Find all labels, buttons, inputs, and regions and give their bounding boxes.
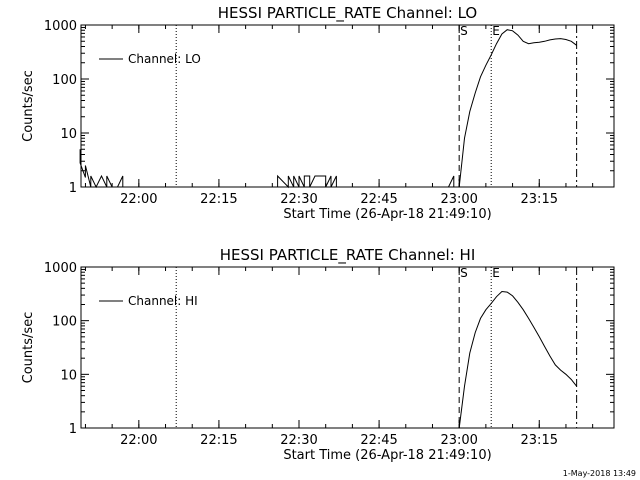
panel-1-y-tick-label: 1 bbox=[69, 181, 77, 196]
panel-2-plot-frame bbox=[80, 266, 615, 429]
panel-1-y-tick-label: 10 bbox=[60, 127, 77, 142]
panel-2-x-tick-label: 22:45 bbox=[360, 433, 397, 448]
panel-1-plot-frame bbox=[80, 24, 615, 188]
panel-1-marker-label: S bbox=[460, 24, 468, 38]
panel-2-x-tick-label: 22:30 bbox=[280, 433, 317, 448]
panel-1-series-line bbox=[79, 29, 577, 189]
panel-2-x-tick-label: 23:00 bbox=[440, 433, 477, 448]
panel-1-x-axis-label: Start Time (26-Apr-18 21:49:10) bbox=[283, 207, 491, 222]
panel-2-x-tick-label: 22:15 bbox=[200, 433, 237, 448]
panel-2-series-line bbox=[458, 290, 577, 429]
panel-1-marker-label: E bbox=[492, 24, 500, 38]
panel-2-x-axis-label: Start Time (26-Apr-18 21:49:10) bbox=[283, 448, 491, 463]
panel-2-y-tick-label: 1000 bbox=[44, 261, 77, 276]
panel-2-y-tick-label: 100 bbox=[52, 315, 77, 330]
panel-1-legend-label: Channel: LO bbox=[128, 52, 201, 66]
panel-1-x-tick-label: 22:45 bbox=[360, 192, 397, 207]
footer-timestamp: 1-May-2018 13:49 bbox=[562, 469, 636, 478]
panel-1-x-tick-label: 22:30 bbox=[280, 192, 317, 207]
panel-2-x-tick-label: 23:15 bbox=[521, 433, 558, 448]
panel-2-marker-label: S bbox=[460, 266, 468, 280]
panel-1-y-axis-label: Counts/sec bbox=[21, 70, 36, 142]
panel-1-x-tick-label: 22:00 bbox=[120, 192, 157, 207]
panel-1-x-tick-label: 23:00 bbox=[440, 192, 477, 207]
panel-2-y-axis-label: Counts/sec bbox=[21, 312, 36, 384]
panel-2-title: HESSI PARTICLE_RATE Channel: HI bbox=[220, 246, 476, 265]
panel-1-y-tick-label: 100 bbox=[52, 73, 77, 88]
panel-1-y-tick-label: 1000 bbox=[44, 19, 77, 34]
panel-1-x-tick-label: 23:15 bbox=[521, 192, 558, 207]
panel-1-x-tick-label: 22:15 bbox=[200, 192, 237, 207]
panel-1-title: HESSI PARTICLE_RATE Channel: LO bbox=[218, 4, 477, 23]
panel-2-marker-label: E bbox=[492, 266, 500, 280]
panel-2-legend-label: Channel: HI bbox=[128, 294, 198, 308]
panel-2-x-tick-label: 22:00 bbox=[120, 433, 157, 448]
panel-2-y-tick-label: 1 bbox=[69, 422, 77, 437]
panel-2-y-tick-label: 10 bbox=[60, 368, 77, 383]
